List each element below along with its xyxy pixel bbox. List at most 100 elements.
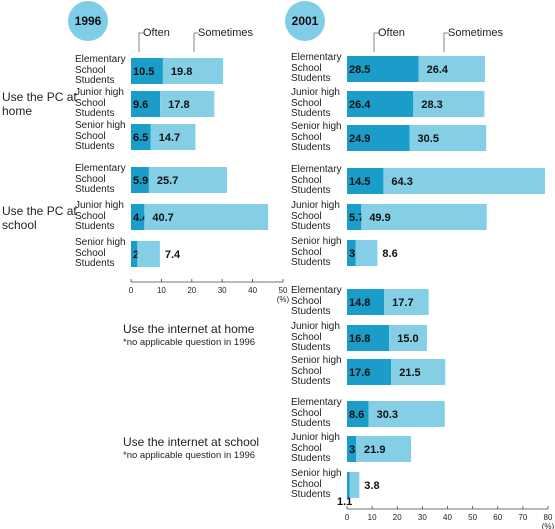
category-label: Elementary School Students bbox=[75, 163, 126, 195]
value-label: 9.6 bbox=[133, 99, 148, 111]
bar-segment bbox=[160, 91, 215, 117]
bar-segment bbox=[347, 240, 356, 266]
value-label: 24.9 bbox=[349, 133, 370, 145]
bar-segment bbox=[413, 91, 485, 117]
category-label: Senior high School Students bbox=[291, 355, 342, 387]
x-tick-label: 10 bbox=[368, 513, 377, 522]
bar-segment bbox=[144, 204, 269, 230]
bar-segment bbox=[150, 124, 196, 150]
x-unit: (%) bbox=[542, 522, 555, 529]
value-label: 26.4 bbox=[427, 64, 449, 76]
value-label: 26.4 bbox=[349, 99, 371, 111]
bar-segment bbox=[391, 359, 446, 385]
value-label: 17.8 bbox=[168, 99, 189, 111]
value-label: 15.0 bbox=[397, 333, 418, 345]
chart-title: 2001 bbox=[292, 14, 319, 28]
category-label: Junior high School Students bbox=[291, 321, 340, 353]
value-label: 14.5 bbox=[349, 176, 370, 188]
bar-segment bbox=[162, 58, 224, 84]
bar-segment bbox=[137, 241, 160, 267]
bar-segment bbox=[347, 359, 392, 385]
value-label: 21.9 bbox=[364, 444, 385, 456]
bar-segment bbox=[347, 325, 390, 351]
bar-segment bbox=[148, 167, 228, 193]
value-label: 21.5 bbox=[399, 367, 420, 379]
group-label: Use the internet at home bbox=[123, 322, 255, 336]
category-label: Junior high School Students bbox=[291, 200, 340, 232]
legend-connector bbox=[443, 32, 449, 52]
bar-segment bbox=[347, 168, 384, 194]
x-tick-label: 70 bbox=[518, 513, 527, 522]
value-label: 10.5 bbox=[133, 66, 154, 78]
value-label: 16.8 bbox=[349, 333, 370, 345]
category-label: Senior high School Students bbox=[75, 237, 126, 269]
x-tick-label: 20 bbox=[393, 513, 402, 522]
value-label: 30.3 bbox=[377, 409, 398, 421]
group-label: Use the internet at school bbox=[123, 435, 260, 449]
value-label: 3.8 bbox=[364, 480, 379, 492]
bar-segment bbox=[347, 472, 350, 498]
category-label: Elementary School Students bbox=[291, 397, 342, 429]
category-label: Senior high School Students bbox=[291, 468, 342, 500]
value-label: 7.4 bbox=[165, 249, 181, 261]
category-label: Senior high School Students bbox=[75, 120, 126, 152]
x-tick-label: 30 bbox=[218, 286, 227, 295]
value-label: 49.9 bbox=[369, 212, 390, 224]
value-label: 14.8 bbox=[349, 297, 370, 309]
x-tick-label: 10 bbox=[157, 286, 166, 295]
legend-label: Often bbox=[143, 27, 170, 39]
category-label: Junior high School Students bbox=[75, 200, 124, 232]
x-tick-label: 0 bbox=[345, 513, 350, 522]
value-label: 1.1 bbox=[337, 496, 352, 508]
group-label: Use the PC at school bbox=[2, 204, 77, 232]
bar-segment bbox=[349, 472, 360, 498]
value-label: 30.5 bbox=[418, 133, 439, 145]
x-tick-label: 80 bbox=[544, 513, 553, 522]
category-label: Junior high School Students bbox=[291, 87, 340, 119]
bar-segment bbox=[418, 56, 485, 82]
value-label: 17.7 bbox=[392, 297, 413, 309]
x-tick-label: 50 bbox=[279, 286, 288, 295]
value-label: 19.8 bbox=[171, 66, 192, 78]
bar-segment bbox=[131, 58, 163, 84]
bar-segment bbox=[389, 325, 427, 351]
value-label: 64.3 bbox=[391, 176, 412, 188]
category-label: Elementary School Students bbox=[291, 164, 342, 196]
value-label: 6.5 bbox=[133, 132, 148, 144]
value-label: 40.7 bbox=[152, 212, 173, 224]
bar-segment bbox=[409, 125, 487, 151]
value-label: 28.3 bbox=[421, 99, 442, 111]
bar-segment bbox=[383, 168, 545, 194]
group-label: Use the PC at home bbox=[2, 90, 77, 118]
x-tick-label: 60 bbox=[493, 513, 502, 522]
value-label: 5.7 bbox=[349, 212, 364, 224]
chart-title: 1996 bbox=[75, 14, 102, 28]
value-label: 14.7 bbox=[159, 132, 180, 144]
bar-segment bbox=[368, 401, 445, 427]
x-tick-label: 30 bbox=[418, 513, 427, 522]
category-label: Junior high School Students bbox=[291, 432, 340, 464]
legend-connector bbox=[138, 32, 144, 52]
x-tick-label: 0 bbox=[129, 286, 134, 295]
value-label: 8.6 bbox=[382, 248, 397, 260]
bar-segment bbox=[347, 91, 414, 117]
value-label: 17.6 bbox=[349, 367, 370, 379]
legend-label: Often bbox=[378, 27, 405, 39]
legend-label: Sometimes bbox=[198, 27, 254, 39]
x-unit: (%) bbox=[277, 295, 290, 304]
bar-segment bbox=[131, 124, 151, 150]
x-tick-label: 50 bbox=[468, 513, 477, 522]
legend-label: Sometimes bbox=[448, 27, 504, 39]
bar-segment bbox=[131, 204, 145, 230]
bar-segment bbox=[361, 204, 487, 230]
bar-segment bbox=[356, 436, 412, 462]
x-tick-label: 40 bbox=[443, 513, 452, 522]
category-label: Elementary School Students bbox=[291, 285, 342, 317]
bar-segment bbox=[347, 204, 362, 230]
category-label: Elementary School Students bbox=[291, 52, 342, 84]
title-badge bbox=[285, 1, 325, 41]
bar-segment bbox=[347, 125, 410, 151]
bar-segment bbox=[347, 289, 385, 315]
value-label: 28.5 bbox=[349, 64, 370, 76]
